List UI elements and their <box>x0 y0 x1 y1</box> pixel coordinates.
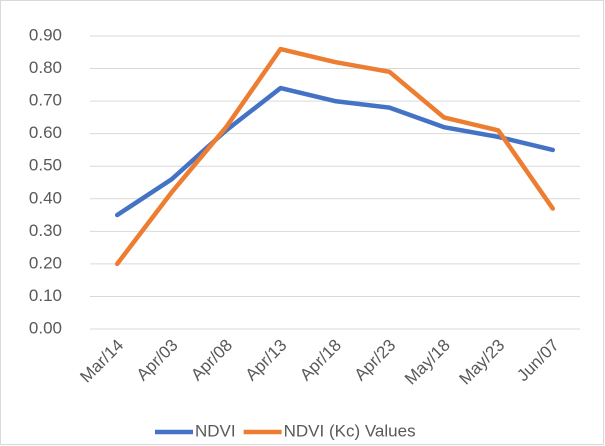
legend-label: NDVI (Kc) Values <box>284 421 416 440</box>
y-tick-label: 0.50 <box>29 156 62 175</box>
y-tick-label: 0.30 <box>29 221 62 240</box>
series-line <box>114 46 556 267</box>
legend-label: NDVI <box>195 421 236 440</box>
series-line <box>114 85 556 218</box>
y-tick-label: 0.60 <box>29 123 62 142</box>
y-tick-label: 0.20 <box>29 253 62 272</box>
y-tick-label: 0.80 <box>29 58 62 77</box>
y-tick-label: 0.00 <box>29 318 62 337</box>
y-tick-label: 0.10 <box>29 286 62 305</box>
y-tick-label: 0.70 <box>29 91 62 110</box>
y-tick-label: 0.90 <box>29 25 62 44</box>
y-tick-label: 0.40 <box>29 188 62 207</box>
